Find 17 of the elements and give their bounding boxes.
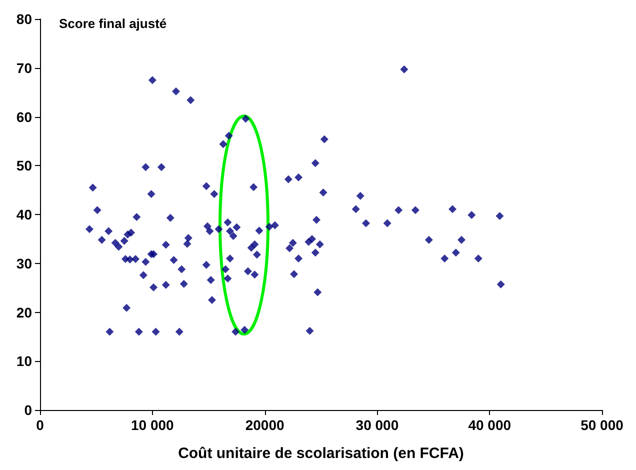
x-tick-label: 40 000 xyxy=(468,417,512,433)
y-tick-label: 10 xyxy=(16,353,32,370)
y-tick-label: 0 xyxy=(24,402,32,418)
x-axis-title: Coût unitaire de scolarisation (en FCFA) xyxy=(178,445,464,462)
y-tick-label: 30 xyxy=(16,255,32,272)
y-tick-label: 50 xyxy=(16,158,32,174)
x-tick-label: 20000 xyxy=(245,417,284,433)
x-tick-label: 10 000 xyxy=(130,417,174,433)
x-tick-label: 30 000 xyxy=(356,417,399,433)
y-tick-label: 40 xyxy=(16,206,32,222)
y-axis-title: Score final ajusté xyxy=(59,16,167,31)
y-tick-label: 20 xyxy=(16,304,32,320)
x-tick-label: 0 xyxy=(36,417,44,433)
y-tick-label: 80 xyxy=(16,11,32,27)
y-tick-label: 70 xyxy=(16,60,32,76)
x-tick-label: 50 000 xyxy=(580,417,624,433)
y-tick-label: 60 xyxy=(16,108,32,125)
